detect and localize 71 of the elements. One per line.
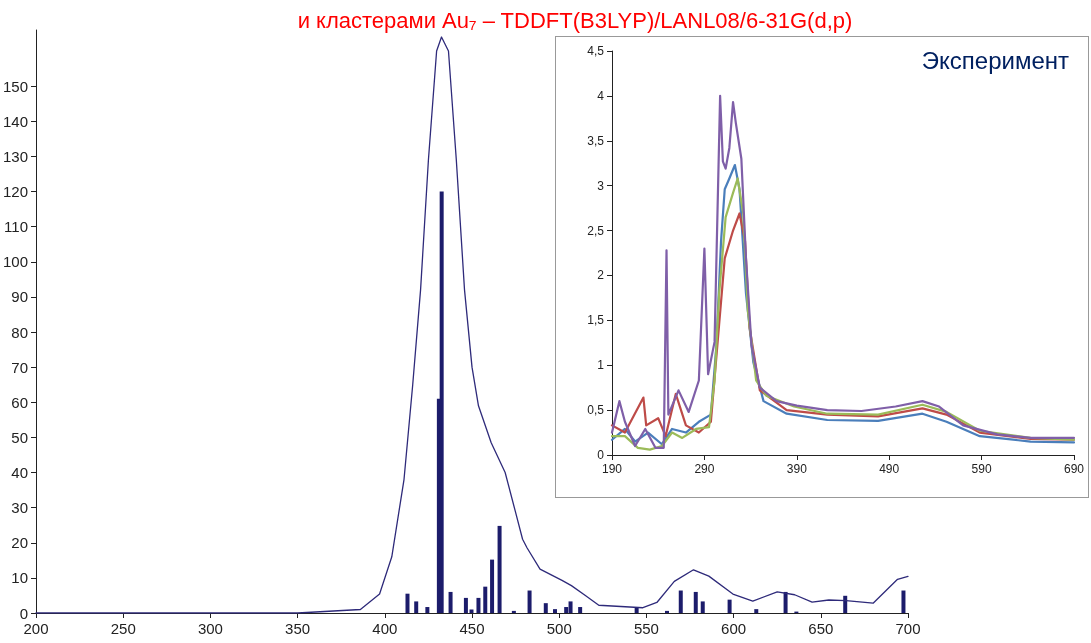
bar	[425, 607, 430, 613]
x-tick-label: 650	[808, 620, 834, 637]
y-tick-label: 60	[11, 393, 29, 411]
y-tick-label: 90	[11, 288, 29, 306]
bar	[511, 610, 516, 613]
x-tick-label: 290	[694, 462, 715, 476]
y-tick-label: 80	[11, 323, 29, 341]
x-tick-label: 200	[23, 620, 49, 637]
y-tick-label: 40	[11, 464, 29, 482]
bar	[476, 597, 481, 613]
bar	[578, 607, 583, 613]
y-tick-label: 0	[19, 604, 29, 622]
bar	[490, 559, 495, 613]
bar	[783, 591, 788, 613]
bar	[568, 601, 573, 613]
y-tick-label: 2	[597, 268, 605, 283]
chart-title: Эксперимент	[921, 46, 1070, 74]
bar	[543, 603, 548, 613]
bar	[527, 590, 532, 613]
y-tick-label: 3,5	[587, 133, 605, 148]
bar	[678, 590, 683, 613]
y-tick-label: 1,5	[587, 313, 605, 328]
bar	[634, 607, 639, 613]
y-tick-label: 130	[3, 147, 29, 165]
x-tick-label: 600	[721, 620, 747, 637]
y-tick-label: 0,5	[587, 403, 605, 418]
x-tick-label: 450	[459, 620, 485, 637]
x-tick-label: 490	[879, 462, 900, 476]
x-tick-label: 590	[971, 462, 992, 476]
bar	[439, 191, 444, 613]
y-tick-label: 3	[597, 178, 605, 193]
y-tick-label: 120	[3, 183, 29, 201]
x-tick-label: 390	[786, 462, 808, 476]
x-tick-label: 250	[110, 620, 136, 637]
bar	[448, 591, 453, 613]
y-tick-label: 70	[11, 358, 29, 376]
chart-title: и кластерами Au₇ – TDDFT(B3LYP)/LANL08/6-31G(d,p)	[297, 7, 853, 33]
bar	[553, 609, 558, 613]
y-tick-label: 50	[11, 428, 29, 446]
x-tick-label: 550	[633, 620, 659, 637]
x-tick-label: 690	[1063, 462, 1085, 476]
y-tick-label: 30	[11, 499, 29, 517]
x-tick-label: 300	[197, 620, 223, 637]
y-tick-label: 0	[597, 448, 605, 462]
y-tick-label: 110	[4, 218, 29, 236]
x-tick-label: 350	[285, 620, 311, 637]
y-tick-label: 140	[3, 112, 29, 130]
bar	[405, 593, 410, 613]
bar	[843, 595, 848, 613]
x-tick-label: 400	[372, 620, 398, 637]
bar	[497, 525, 502, 613]
y-tick-label: 10	[11, 569, 29, 587]
y-tick-label: 1	[597, 358, 605, 373]
bar	[414, 601, 419, 613]
y-tick-label: 100	[3, 253, 29, 271]
y-tick-label: 4,5	[587, 44, 605, 58]
x-tick-label: 190	[601, 462, 623, 476]
y-tick-label: 2,5	[587, 223, 605, 238]
bar	[700, 601, 705, 613]
bar	[901, 590, 906, 613]
x-tick-label: 700	[895, 620, 921, 637]
line-series	[610, 94, 1076, 449]
bar	[483, 586, 488, 613]
y-tick-label: 4	[597, 88, 605, 103]
bar	[664, 610, 669, 613]
x-tick-label: 500	[546, 620, 572, 637]
y-tick-label: 20	[11, 534, 29, 552]
bar	[727, 599, 732, 613]
y-tick-label: 150	[3, 77, 29, 95]
bar	[754, 609, 759, 613]
bar	[693, 591, 698, 613]
